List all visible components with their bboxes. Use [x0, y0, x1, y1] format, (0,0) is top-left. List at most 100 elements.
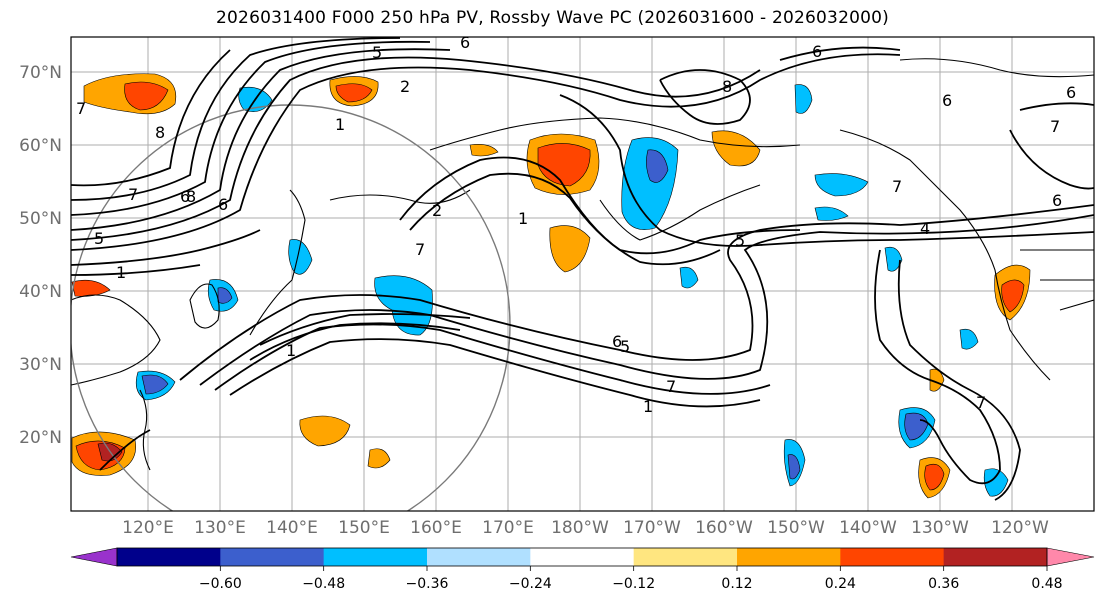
contour-label: 6 — [612, 332, 622, 351]
colorbar-tick-label: −0.36 — [406, 576, 449, 592]
colorbar-tick-label: −0.48 — [302, 576, 345, 592]
colorbar-tick-label: −0.12 — [612, 576, 655, 592]
lon-label: 160°E — [410, 518, 462, 538]
positive-anomaly — [537, 143, 591, 187]
colorbar-tick-label: −0.24 — [509, 576, 552, 592]
negative-anomaly — [141, 374, 169, 395]
lat-label: 20°N — [19, 428, 62, 448]
colorbar-extend-max — [1046, 547, 1095, 567]
contour-label: 6 — [1052, 191, 1062, 210]
lon-label: 120°W — [991, 518, 1049, 538]
contour-label: 1 — [286, 341, 296, 360]
colorbar-border — [116, 547, 1048, 567]
contour-label: 7 — [976, 393, 986, 412]
lon-label: 150°W — [767, 518, 825, 538]
negative-anomaly — [217, 287, 233, 304]
contour-label: 1 — [518, 209, 528, 228]
lat-label: 60°N — [19, 136, 62, 156]
contour-label: 7 — [1050, 117, 1060, 136]
longitude-labels: 120°E 130°E 140°E 150°E 160°E 170°E 180°… — [122, 518, 1049, 538]
contour-label: 1 — [643, 397, 653, 416]
contour-label: 6 — [812, 42, 822, 61]
colorbar-tick-label: 0.36 — [928, 576, 959, 592]
contour-label: 6 — [460, 33, 470, 52]
contour-label: 7 — [892, 177, 902, 196]
lon-label: 150°E — [338, 518, 390, 538]
contour-label: 1 — [335, 115, 345, 134]
negative-anomaly — [794, 84, 813, 114]
contour-label: 5 — [94, 229, 104, 248]
contour-label: 6 — [1066, 83, 1076, 102]
positive-anomaly — [549, 225, 591, 273]
colorbar-tick-label: 0.12 — [721, 576, 752, 592]
contour-label: 7 — [666, 377, 676, 396]
positive-anomaly — [469, 144, 499, 157]
colorbar-ticks: −0.60 −0.48 −0.36 −0.24 −0.12 0.12 0.24 0.36 0.4… — [199, 566, 1063, 592]
contour-label: 5 — [620, 337, 630, 356]
contour-label: 4 — [920, 219, 930, 238]
contour-label: 5 — [735, 231, 745, 250]
contour-labels: 5 6 2 1 6 8 6 7 6 7 5 1 7 8 6 5 1 1 7 6 … — [76, 33, 1076, 416]
lat-label: 50°N — [19, 209, 62, 229]
negative-anomaly — [959, 328, 979, 350]
lat-label: 70°N — [19, 63, 62, 83]
colorbar-segment — [530, 548, 635, 566]
contour-label: 6 — [218, 195, 228, 214]
colorbar-segment — [840, 548, 945, 566]
colorbar-tick-label: −0.60 — [199, 576, 242, 592]
gridlines — [71, 37, 1094, 511]
colorbar-tick-label: 0.48 — [1031, 576, 1062, 592]
lon-label: 140°W — [839, 518, 897, 538]
contour-label: 7 — [76, 99, 86, 118]
positive-anomaly — [335, 83, 373, 103]
pv-shading — [71, 73, 1031, 499]
negative-anomaly — [787, 454, 801, 480]
negative-anomaly — [288, 239, 313, 275]
latitude-labels: 70°N 60°N 50°N 40°N 30°N 20°N — [19, 63, 62, 448]
colorbar-segment — [117, 548, 221, 566]
colorbar-segment — [943, 548, 1048, 566]
contour-label: 8 — [186, 187, 196, 206]
lat-label: 30°N — [19, 355, 62, 375]
lon-label: 120°E — [122, 518, 174, 538]
colorbar-tick-label: 0.24 — [825, 576, 856, 592]
lon-label: 130°E — [194, 518, 246, 538]
colorbar-segment — [323, 548, 428, 566]
contour-label: 6 — [942, 91, 952, 110]
contour-label: 7 — [415, 240, 425, 259]
positive-anomaly — [929, 368, 945, 392]
colorbar-segment — [427, 548, 531, 566]
colorbar — [70, 547, 1095, 567]
colorbar-segment — [633, 548, 738, 566]
contour-label: 2 — [400, 77, 410, 96]
contour-label: 6 — [180, 187, 190, 206]
contour-label: 8 — [155, 123, 165, 142]
lon-label: 140°E — [266, 518, 318, 538]
lat-label: 40°N — [19, 282, 62, 302]
contour-label: 2 — [432, 201, 442, 220]
lon-label: 180°W — [551, 518, 609, 538]
plot-border — [70, 36, 1095, 512]
negative-anomaly — [646, 149, 669, 183]
lon-label: 170°E — [482, 518, 534, 538]
map-title: 2026031400 F000 250 hPa PV, Rossby Wave … — [216, 8, 889, 28]
positive-anomaly — [299, 415, 351, 447]
positive-anomaly — [1001, 279, 1025, 313]
positive-anomaly — [124, 81, 169, 111]
colorbar-extend-min — [70, 547, 118, 567]
contour-label: 7 — [128, 185, 138, 204]
positive-anomaly — [367, 448, 391, 469]
lon-label: 130°W — [911, 518, 969, 538]
pv-contours — [71, 37, 1094, 501]
lon-label: 160°W — [695, 518, 753, 538]
contour-label: 5 — [372, 43, 382, 62]
contour-label: 8 — [722, 77, 732, 96]
colorbar-segment — [220, 548, 325, 566]
positive-anomaly — [924, 463, 945, 491]
colorbar-segment — [737, 548, 841, 566]
lon-label: 170°W — [623, 518, 681, 538]
contour-label: 1 — [116, 263, 126, 282]
negative-anomaly — [814, 206, 849, 221]
positive-anomaly — [711, 130, 761, 167]
